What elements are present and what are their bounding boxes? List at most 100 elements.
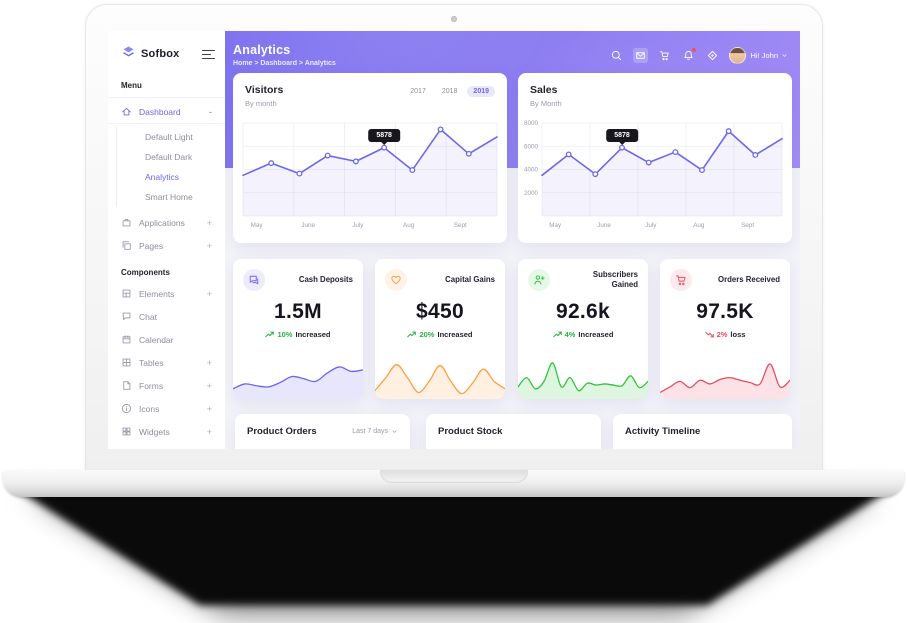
breadcrumb: Home > Dashboard > Analytics — [233, 60, 336, 67]
svg-text:July: July — [352, 222, 364, 229]
bottom-card-product-orders: Product Orders Last 7 days — [235, 414, 410, 449]
trend-up-icon — [552, 330, 562, 339]
calendar-icon — [121, 334, 132, 345]
expand-indicator: + — [206, 403, 212, 414]
sidebar-item-chat[interactable]: Chat — [108, 305, 225, 328]
trend-up-icon — [407, 330, 417, 339]
year-tab-2018[interactable]: 2018 — [441, 88, 458, 95]
sidebar-item-label: Elements — [139, 288, 175, 299]
trend-down-icon — [704, 330, 714, 339]
user-plus-icon — [528, 269, 550, 291]
sidebar-subitem-smart-home[interactable]: Smart Home — [145, 192, 193, 202]
svg-text:Sept: Sept — [454, 222, 467, 229]
sidebar-item-calendar[interactable]: Calendar — [108, 328, 225, 351]
visitors-line-chart: May June July Aug Sept — [242, 122, 498, 229]
change-percent: 10% — [277, 330, 293, 339]
topbar-icons: Hi! John — [609, 46, 788, 64]
avatar — [729, 46, 747, 64]
sidebar-item-label: Calendar — [139, 334, 174, 345]
year-tabs: 2017 2018 2019 — [404, 86, 495, 97]
sales-subtitle: By Month — [530, 99, 562, 108]
sidebar-section-label: Menu — [108, 70, 225, 98]
stat-sparkline — [233, 366, 363, 399]
year-tab-2017[interactable]: 2017 — [410, 88, 426, 95]
cart-icon[interactable] — [657, 48, 672, 63]
expand-indicator: - — [209, 106, 212, 117]
stat-change: 20% Increased — [375, 330, 505, 339]
sidebar-section-label: Components — [121, 268, 170, 277]
search-icon[interactable] — [609, 48, 624, 63]
sidebar-subitem-default-light[interactable]: Default Light — [145, 132, 193, 142]
chart-tooltip: 5878 — [368, 128, 400, 142]
bell-icon[interactable] — [681, 47, 697, 63]
chart-tooltip: 5878 — [606, 128, 638, 142]
sidebar-item-icons[interactable]: Icons + — [108, 397, 225, 420]
stat-value: 92.6k — [555, 300, 611, 323]
expand-indicator: + — [206, 288, 212, 299]
sofbox-logo-icon[interactable] — [121, 44, 136, 64]
mail-icon[interactable] — [633, 47, 649, 63]
bottom-card-product-stock: Product Stock — [426, 414, 601, 449]
change-word: loss — [730, 330, 746, 339]
year-tab-2019[interactable]: 2019 — [467, 86, 495, 97]
user-menu[interactable]: Hi! John — [729, 46, 788, 64]
sidebar-item-forms[interactable]: Forms + — [108, 374, 225, 397]
expand-indicator: + — [206, 357, 212, 368]
stat-title: Subscribers Gained — [592, 270, 638, 289]
expand-indicator: + — [206, 217, 212, 228]
screen: Sofbox Menu Dashboard - Default Light Defa… — [108, 31, 800, 449]
sidebar-subitem-analytics[interactable]: Analytics — [145, 172, 180, 182]
sidebar-item-widgets[interactable]: Widgets + — [108, 420, 225, 443]
stat-card-cash-deposits: Cash Deposits 1.5M 10% Increased — [233, 259, 363, 399]
sidebar-subitem-default-dark[interactable]: Default Dark — [145, 152, 193, 162]
sidebar-item-label: Icons — [139, 403, 160, 414]
change-percent: 4% — [564, 330, 576, 339]
sidebar-item-elements[interactable]: Elements + — [108, 282, 225, 305]
sidebar-item-tables[interactable]: Tables + — [108, 351, 225, 374]
sidebar-item-applications[interactable]: Applications + — [108, 211, 225, 234]
sidebar-item-label: Applications — [139, 217, 185, 228]
expand-indicator: + — [206, 380, 212, 391]
svg-text:July: July — [645, 222, 657, 229]
laptop-base — [3, 470, 904, 497]
change-percent: 2% — [716, 330, 728, 339]
scan-icon[interactable] — [705, 48, 720, 63]
change-word: Increased — [437, 330, 473, 339]
stat-value: $450 — [416, 300, 464, 323]
svg-text:Aug: Aug — [693, 222, 705, 229]
topbar: Analytics Home > Dashboard > Analytics H… — [225, 31, 800, 77]
stat-sparkline — [518, 362, 648, 399]
chevron-down-icon — [391, 428, 398, 435]
laptop-notch — [379, 470, 528, 483]
svg-text:June: June — [301, 222, 315, 229]
visitors-subtitle: By month — [245, 99, 277, 108]
sidebar-toggle-icon[interactable] — [202, 47, 215, 62]
stat-sparkline — [375, 364, 505, 399]
sidebar-item-pages[interactable]: Pages + — [108, 234, 225, 257]
sidebar-item-dashboard[interactable]: Dashboard - — [108, 100, 225, 124]
svg-text:Sept: Sept — [741, 222, 754, 229]
sidebar-item-label: Tables — [139, 357, 164, 368]
webcam-dot — [451, 16, 457, 22]
stat-change: 10% Increased — [233, 330, 363, 339]
visitors-title: Visitors — [245, 84, 284, 96]
copy-icon — [121, 240, 132, 251]
sidebar-item-label: Widgets — [139, 426, 170, 437]
laptop-shadow — [16, 489, 891, 605]
cart-icon — [670, 269, 692, 291]
stat-value: 1.5M — [274, 300, 322, 323]
date-range-filter[interactable]: Last 7 days — [352, 428, 398, 435]
card-title: Product Orders — [247, 426, 317, 437]
notification-dot — [692, 47, 697, 52]
trend-up-icon — [265, 330, 275, 339]
chat-icon — [121, 311, 132, 322]
stat-change: 2% loss — [660, 330, 790, 339]
brand-name[interactable]: Sofbox — [141, 48, 180, 60]
change-word: Increased — [295, 330, 331, 339]
stat-change: 4% Increased — [518, 330, 648, 339]
stat-title: Capital Gains — [445, 275, 495, 285]
stat-card-capital-gains: Capital Gains $450 20% Increased — [375, 259, 505, 399]
file-icon — [121, 380, 132, 391]
stat-card-subscribers-gained: Subscribers Gained 92.6k 4% Increased — [518, 259, 648, 399]
stat-card-orders-received: Orders Received 97.5K 2% loss — [660, 259, 790, 399]
